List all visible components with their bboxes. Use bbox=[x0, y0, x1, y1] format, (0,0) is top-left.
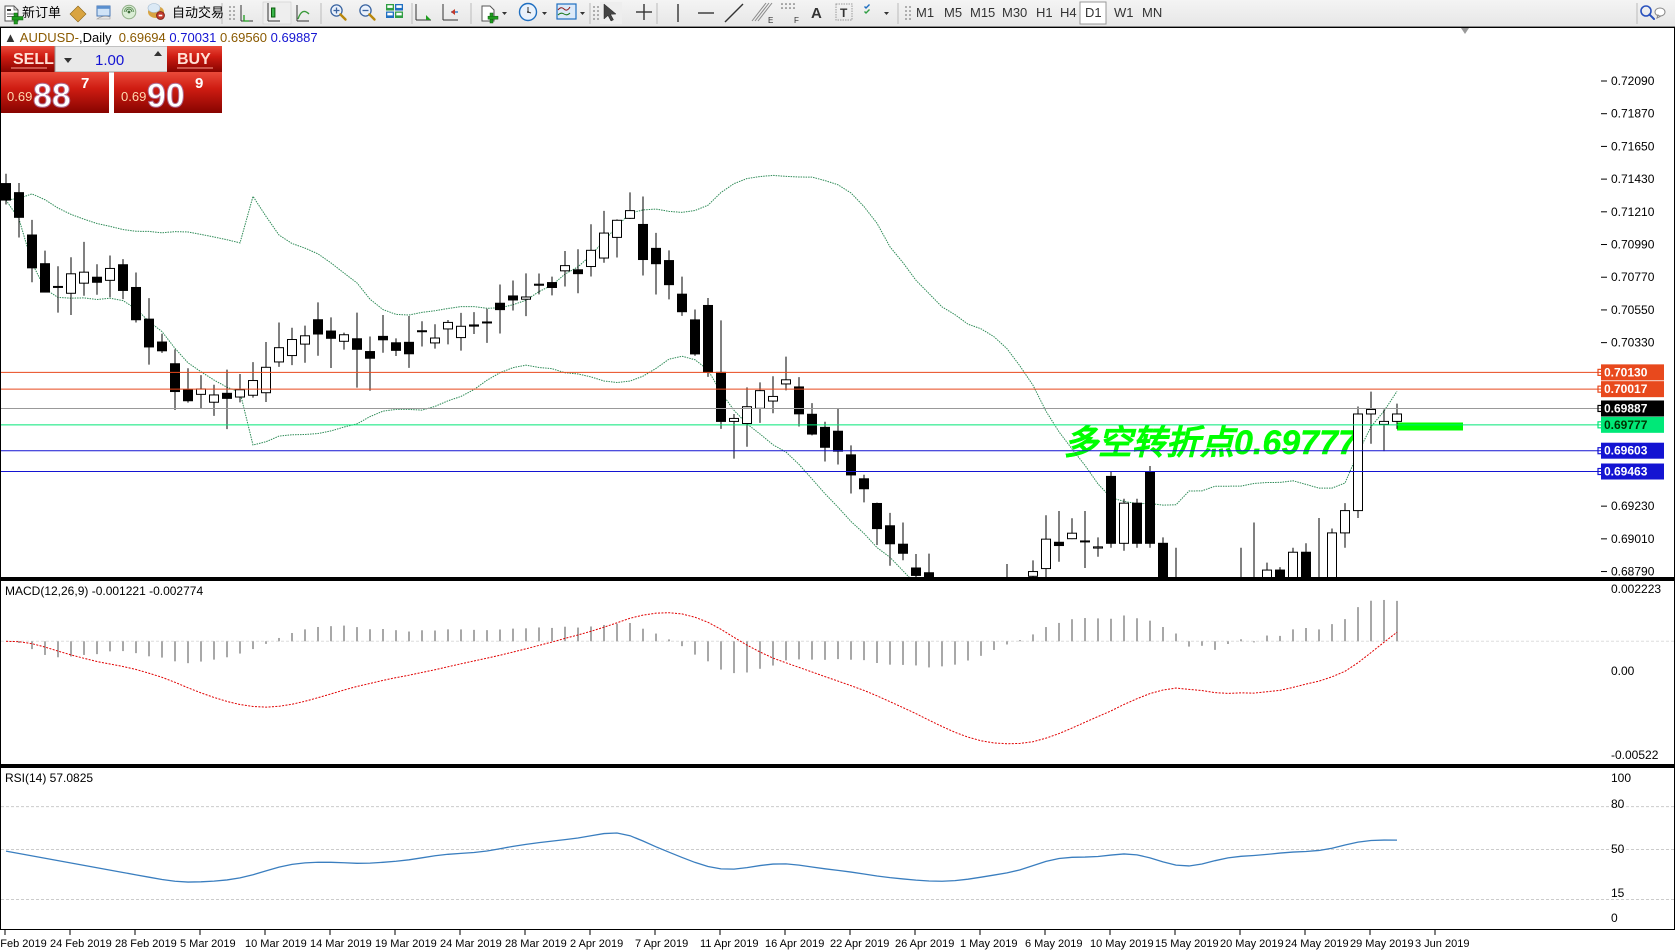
svg-text:15 May 2019: 15 May 2019 bbox=[1155, 938, 1219, 950]
svg-text:SELL: SELL bbox=[13, 51, 54, 68]
svg-text:10 Mar 2019: 10 Mar 2019 bbox=[245, 938, 307, 950]
svg-text:28 Mar 2019: 28 Mar 2019 bbox=[505, 938, 567, 950]
svg-text:H4: H4 bbox=[1060, 5, 1077, 20]
svg-text:自动交易: 自动交易 bbox=[172, 5, 224, 20]
svg-text:T: T bbox=[840, 6, 848, 20]
svg-text:0.71870: 0.71870 bbox=[1611, 107, 1655, 121]
svg-text:0.70017: 0.70017 bbox=[1604, 382, 1648, 396]
svg-text:22 Apr 2019: 22 Apr 2019 bbox=[830, 938, 889, 950]
svg-text:H1: H1 bbox=[1036, 5, 1053, 20]
svg-text:1.00: 1.00 bbox=[95, 52, 124, 69]
svg-text:7 Apr 2019: 7 Apr 2019 bbox=[635, 938, 688, 950]
svg-text:1 May 2019: 1 May 2019 bbox=[960, 938, 1017, 950]
svg-text:90: 90 bbox=[147, 77, 185, 113]
svg-text:50: 50 bbox=[1611, 842, 1625, 856]
svg-text:M5: M5 bbox=[944, 5, 962, 20]
svg-text:0.71430: 0.71430 bbox=[1611, 172, 1655, 186]
svg-text:11 Apr 2019: 11 Apr 2019 bbox=[700, 938, 759, 950]
svg-text:0.70770: 0.70770 bbox=[1611, 270, 1655, 284]
svg-text:D1: D1 bbox=[1085, 5, 1102, 20]
svg-text:24 Mar 2019: 24 Mar 2019 bbox=[440, 938, 502, 950]
svg-text:E: E bbox=[768, 16, 773, 25]
svg-text:19 Mar 2019: 19 Mar 2019 bbox=[375, 938, 437, 950]
svg-text:A: A bbox=[811, 5, 822, 22]
svg-text:3 Jun 2019: 3 Jun 2019 bbox=[1415, 938, 1469, 950]
svg-text:16 Apr 2019: 16 Apr 2019 bbox=[765, 938, 824, 950]
svg-text:14 Mar 2019: 14 Mar 2019 bbox=[310, 938, 372, 950]
svg-text:0: 0 bbox=[1611, 911, 1618, 925]
svg-text:100: 100 bbox=[1611, 771, 1631, 785]
svg-text:0.69887: 0.69887 bbox=[1604, 401, 1648, 415]
svg-text:10 May 2019: 10 May 2019 bbox=[1090, 938, 1154, 950]
svg-text:0.69010: 0.69010 bbox=[1611, 532, 1655, 546]
svg-text:19 Feb 2019: 19 Feb 2019 bbox=[0, 938, 47, 950]
svg-text:5 Mar 2019: 5 Mar 2019 bbox=[180, 938, 236, 950]
svg-text:0.002223: 0.002223 bbox=[1611, 582, 1661, 596]
svg-text:7: 7 bbox=[81, 75, 89, 92]
svg-text:0.71650: 0.71650 bbox=[1611, 139, 1655, 153]
svg-text:0.69230: 0.69230 bbox=[1611, 499, 1655, 513]
svg-text:0.68790: 0.68790 bbox=[1611, 565, 1655, 579]
svg-text:BUY: BUY bbox=[177, 51, 211, 68]
svg-text:80: 80 bbox=[1611, 797, 1625, 811]
svg-text:88: 88 bbox=[33, 77, 71, 113]
svg-text:28 Feb 2019: 28 Feb 2019 bbox=[115, 938, 177, 950]
svg-text:M30: M30 bbox=[1002, 5, 1027, 20]
svg-text:0.70130: 0.70130 bbox=[1604, 365, 1648, 379]
svg-text:新订单: 新订单 bbox=[22, 5, 61, 20]
svg-text:0.70330: 0.70330 bbox=[1611, 336, 1655, 350]
svg-text:0.70990: 0.70990 bbox=[1611, 238, 1655, 252]
svg-text:26 Apr 2019: 26 Apr 2019 bbox=[895, 938, 954, 950]
svg-text:2 Apr 2019: 2 Apr 2019 bbox=[570, 938, 623, 950]
svg-text:29 May 2019: 29 May 2019 bbox=[1350, 938, 1414, 950]
svg-text:0.71210: 0.71210 bbox=[1611, 205, 1655, 219]
svg-text:0.69777: 0.69777 bbox=[1604, 418, 1648, 432]
svg-text:0.69: 0.69 bbox=[7, 89, 32, 104]
svg-text:MACD(12,26,9) -0.001221 -0.002: MACD(12,26,9) -0.001221 -0.002774 bbox=[5, 584, 203, 598]
svg-text:15: 15 bbox=[1611, 886, 1625, 900]
svg-text:RSI(14) 57.0825: RSI(14) 57.0825 bbox=[5, 771, 93, 785]
svg-text:0.70550: 0.70550 bbox=[1611, 303, 1655, 317]
svg-text:0.00: 0.00 bbox=[1611, 664, 1635, 678]
svg-text:20 May 2019: 20 May 2019 bbox=[1220, 938, 1284, 950]
svg-text:-0.00522: -0.00522 bbox=[1611, 748, 1659, 762]
svg-text:0.69463: 0.69463 bbox=[1604, 465, 1648, 479]
svg-text:W1: W1 bbox=[1114, 5, 1134, 20]
svg-text:多空转折点0.69777: 多空转折点0.69777 bbox=[1064, 424, 1359, 462]
svg-text:MN: MN bbox=[1142, 5, 1162, 20]
svg-text:F: F bbox=[794, 16, 799, 25]
svg-text:M1: M1 bbox=[916, 5, 934, 20]
svg-text:6 May 2019: 6 May 2019 bbox=[1025, 938, 1082, 950]
svg-text:24 May 2019: 24 May 2019 bbox=[1285, 938, 1349, 950]
svg-text:24 Feb 2019: 24 Feb 2019 bbox=[50, 938, 112, 950]
svg-text:0.69603: 0.69603 bbox=[1604, 444, 1648, 458]
svg-text:0.69: 0.69 bbox=[121, 89, 146, 104]
svg-text:M15: M15 bbox=[970, 5, 995, 20]
svg-text:0.72090: 0.72090 bbox=[1611, 74, 1655, 88]
svg-text:9: 9 bbox=[195, 75, 203, 92]
